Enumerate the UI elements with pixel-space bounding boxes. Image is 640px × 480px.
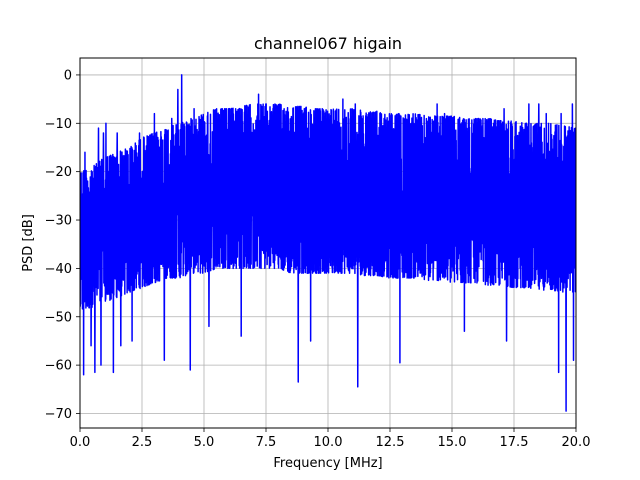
x-tick-label: 15.0: [438, 435, 467, 450]
chart-title: channel067 higain: [254, 34, 402, 53]
y-axis-label: PSD [dB]: [21, 214, 36, 272]
y-tick-label: −40: [45, 262, 72, 277]
y-tick-label: −50: [45, 310, 72, 325]
x-tick-label: 17.5: [500, 435, 529, 450]
x-tick-label: 0.0: [70, 435, 91, 450]
x-tick-label: 2.5: [132, 435, 153, 450]
x-tick-label: 7.5: [256, 435, 277, 450]
y-tick-label: −70: [45, 407, 72, 422]
y-tick-label: −60: [45, 359, 72, 374]
x-tick-label: 10.0: [314, 435, 343, 450]
ticks: 0.0 2.5 5.0 7.5 10.0 12.5 15.0 17.5 20.0 0 −10 −20 −…: [45, 68, 591, 450]
y-tick-label: −30: [45, 214, 72, 229]
x-tick-label: 12.5: [376, 435, 405, 450]
y-tick-label: 0: [64, 68, 72, 83]
y-tick-label: −20: [45, 165, 72, 180]
y-tick-label: −10: [45, 117, 72, 132]
x-tick-label: 20.0: [562, 435, 591, 450]
series-layer: [80, 74, 576, 412]
psd-series-line: [80, 74, 576, 412]
x-tick-label: 5.0: [194, 435, 215, 450]
x-axis-label: Frequency [MHz]: [273, 456, 382, 471]
